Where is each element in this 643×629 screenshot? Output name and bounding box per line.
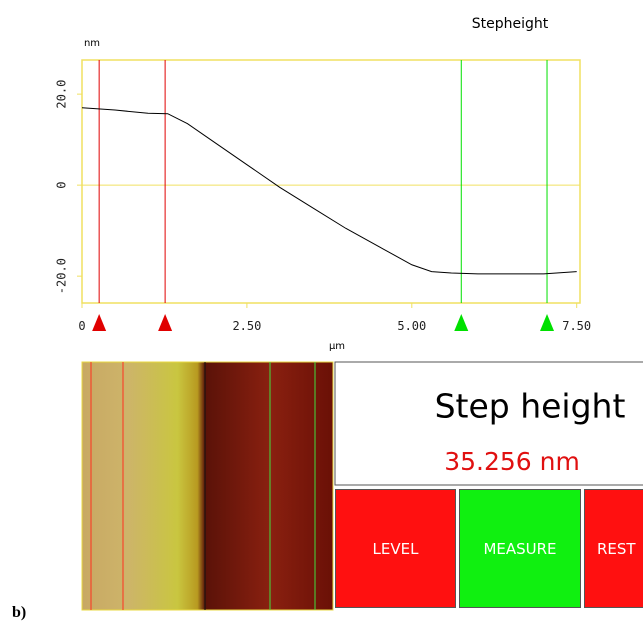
cursor-marker [92, 314, 106, 331]
level-button[interactable]: LEVEL [335, 489, 456, 608]
y-tick-label: -20.0 [55, 258, 69, 294]
y-tick-label: 20.0 [55, 80, 69, 109]
page: Stepheight nm μm -20.0 0 20.0 0 2.50 5.00 7.50… [0, 0, 643, 629]
cursor-marker [454, 314, 468, 331]
plot-frame [82, 60, 580, 303]
chart-title: Stepheight [472, 16, 549, 32]
measure-button[interactable]: MEASURE [459, 489, 581, 608]
x-tick-label: 0 [78, 319, 85, 333]
cursor-marker [158, 314, 172, 331]
result-value: 35.256 nm [444, 447, 580, 476]
result-label: Step height [435, 387, 626, 426]
y-unit: nm [84, 38, 100, 49]
afm-image [82, 362, 333, 610]
x-unit: μm [329, 341, 345, 352]
y-tick-label: 0 [55, 182, 69, 189]
rest-button[interactable]: REST [584, 489, 643, 608]
x-tick-label: 2.50 [232, 319, 261, 333]
cursor-marker [540, 314, 554, 331]
x-tick-label: 5.00 [397, 319, 426, 333]
caption: b) [12, 604, 26, 621]
x-tick-label: 7.50 [562, 319, 591, 333]
profile-line [82, 108, 577, 274]
